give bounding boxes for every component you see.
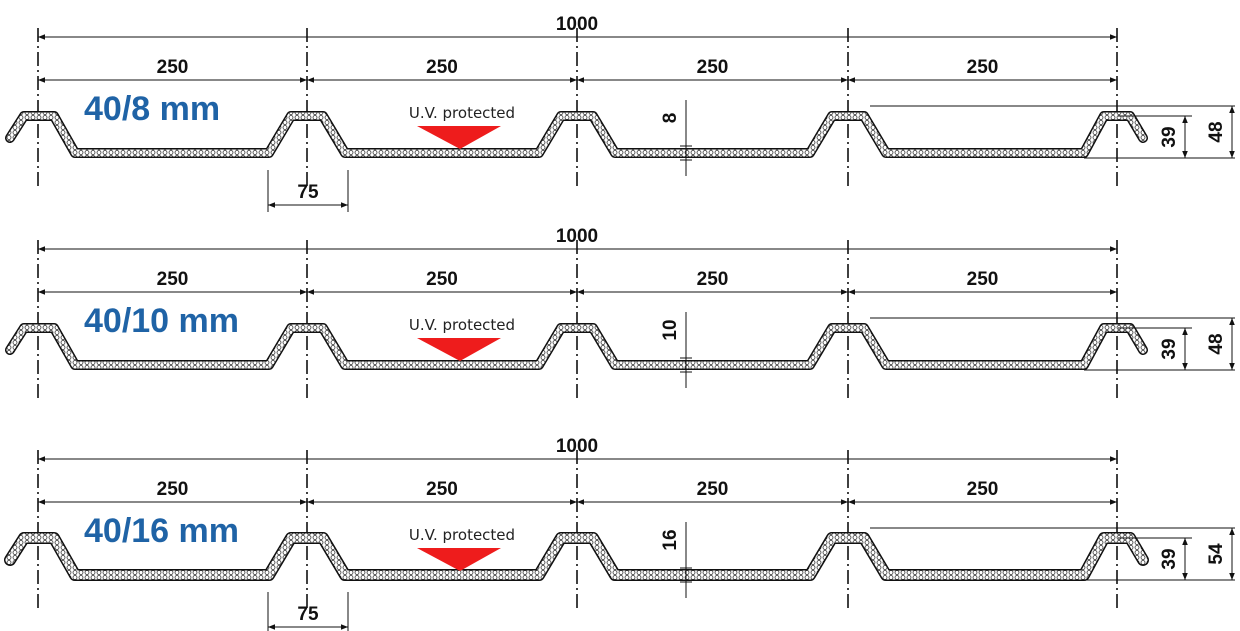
diagram-2: 1000 250 250 250 250 40/10 mm U.V. protected 10… (5, 226, 1235, 402)
total-width-label: 1000 (556, 226, 598, 247)
span-label-3: 250 (697, 269, 729, 290)
overall-height-label: 48 (1206, 333, 1227, 354)
profile-title: 40/16 mm (84, 512, 239, 550)
uv-marker-icon (417, 338, 501, 361)
span-label-2: 250 (426, 269, 458, 290)
profile-sheet-cells (6, 324, 1147, 369)
span-label-4: 250 (967, 269, 999, 290)
profile-sheet-cells (6, 112, 1147, 157)
total-width-label: 1000 (556, 14, 598, 35)
uv-protected-label: U.V. protected (409, 316, 515, 334)
rib-height-label: 39 (1159, 126, 1180, 147)
span-label-4: 250 (967, 479, 999, 500)
overall-height-label: 54 (1206, 543, 1227, 565)
thickness-label: 8 (660, 113, 681, 124)
uv-marker-icon (417, 126, 501, 149)
span-label-2: 250 (426, 479, 458, 500)
profile-title: 40/10 mm (84, 302, 239, 340)
profile-sheet-cells (5, 533, 1148, 580)
thickness-label: 10 (660, 319, 681, 340)
span-label-3: 250 (697, 479, 729, 500)
rib-height-label: 39 (1159, 548, 1180, 569)
span-label-1: 250 (157, 479, 189, 500)
span-label-1: 250 (157, 57, 189, 78)
span-label-2: 250 (426, 57, 458, 78)
span-label-4: 250 (967, 57, 999, 78)
uv-marker-icon (417, 548, 501, 571)
uv-protected-label: U.V. protected (409, 526, 515, 544)
overall-height-label: 48 (1206, 121, 1227, 142)
span-label-1: 250 (157, 269, 189, 290)
uv-protected-label: U.V. protected (409, 104, 515, 122)
crest-width-label: 75 (297, 604, 319, 625)
diagram-3: 1000 250 250 250 250 40/16 mm U.V. protected 16… (4, 436, 1235, 631)
crest-width-label: 75 (297, 182, 319, 203)
rib-height-label: 39 (1159, 338, 1180, 359)
total-width-label: 1000 (556, 436, 598, 457)
thickness-label: 16 (660, 529, 681, 550)
diagram-1: 1000 250 250 250 250 40/8 mm U.V. protected 8 39… (5, 14, 1235, 212)
span-label-3: 250 (697, 57, 729, 78)
profile-title: 40/8 mm (84, 90, 220, 128)
